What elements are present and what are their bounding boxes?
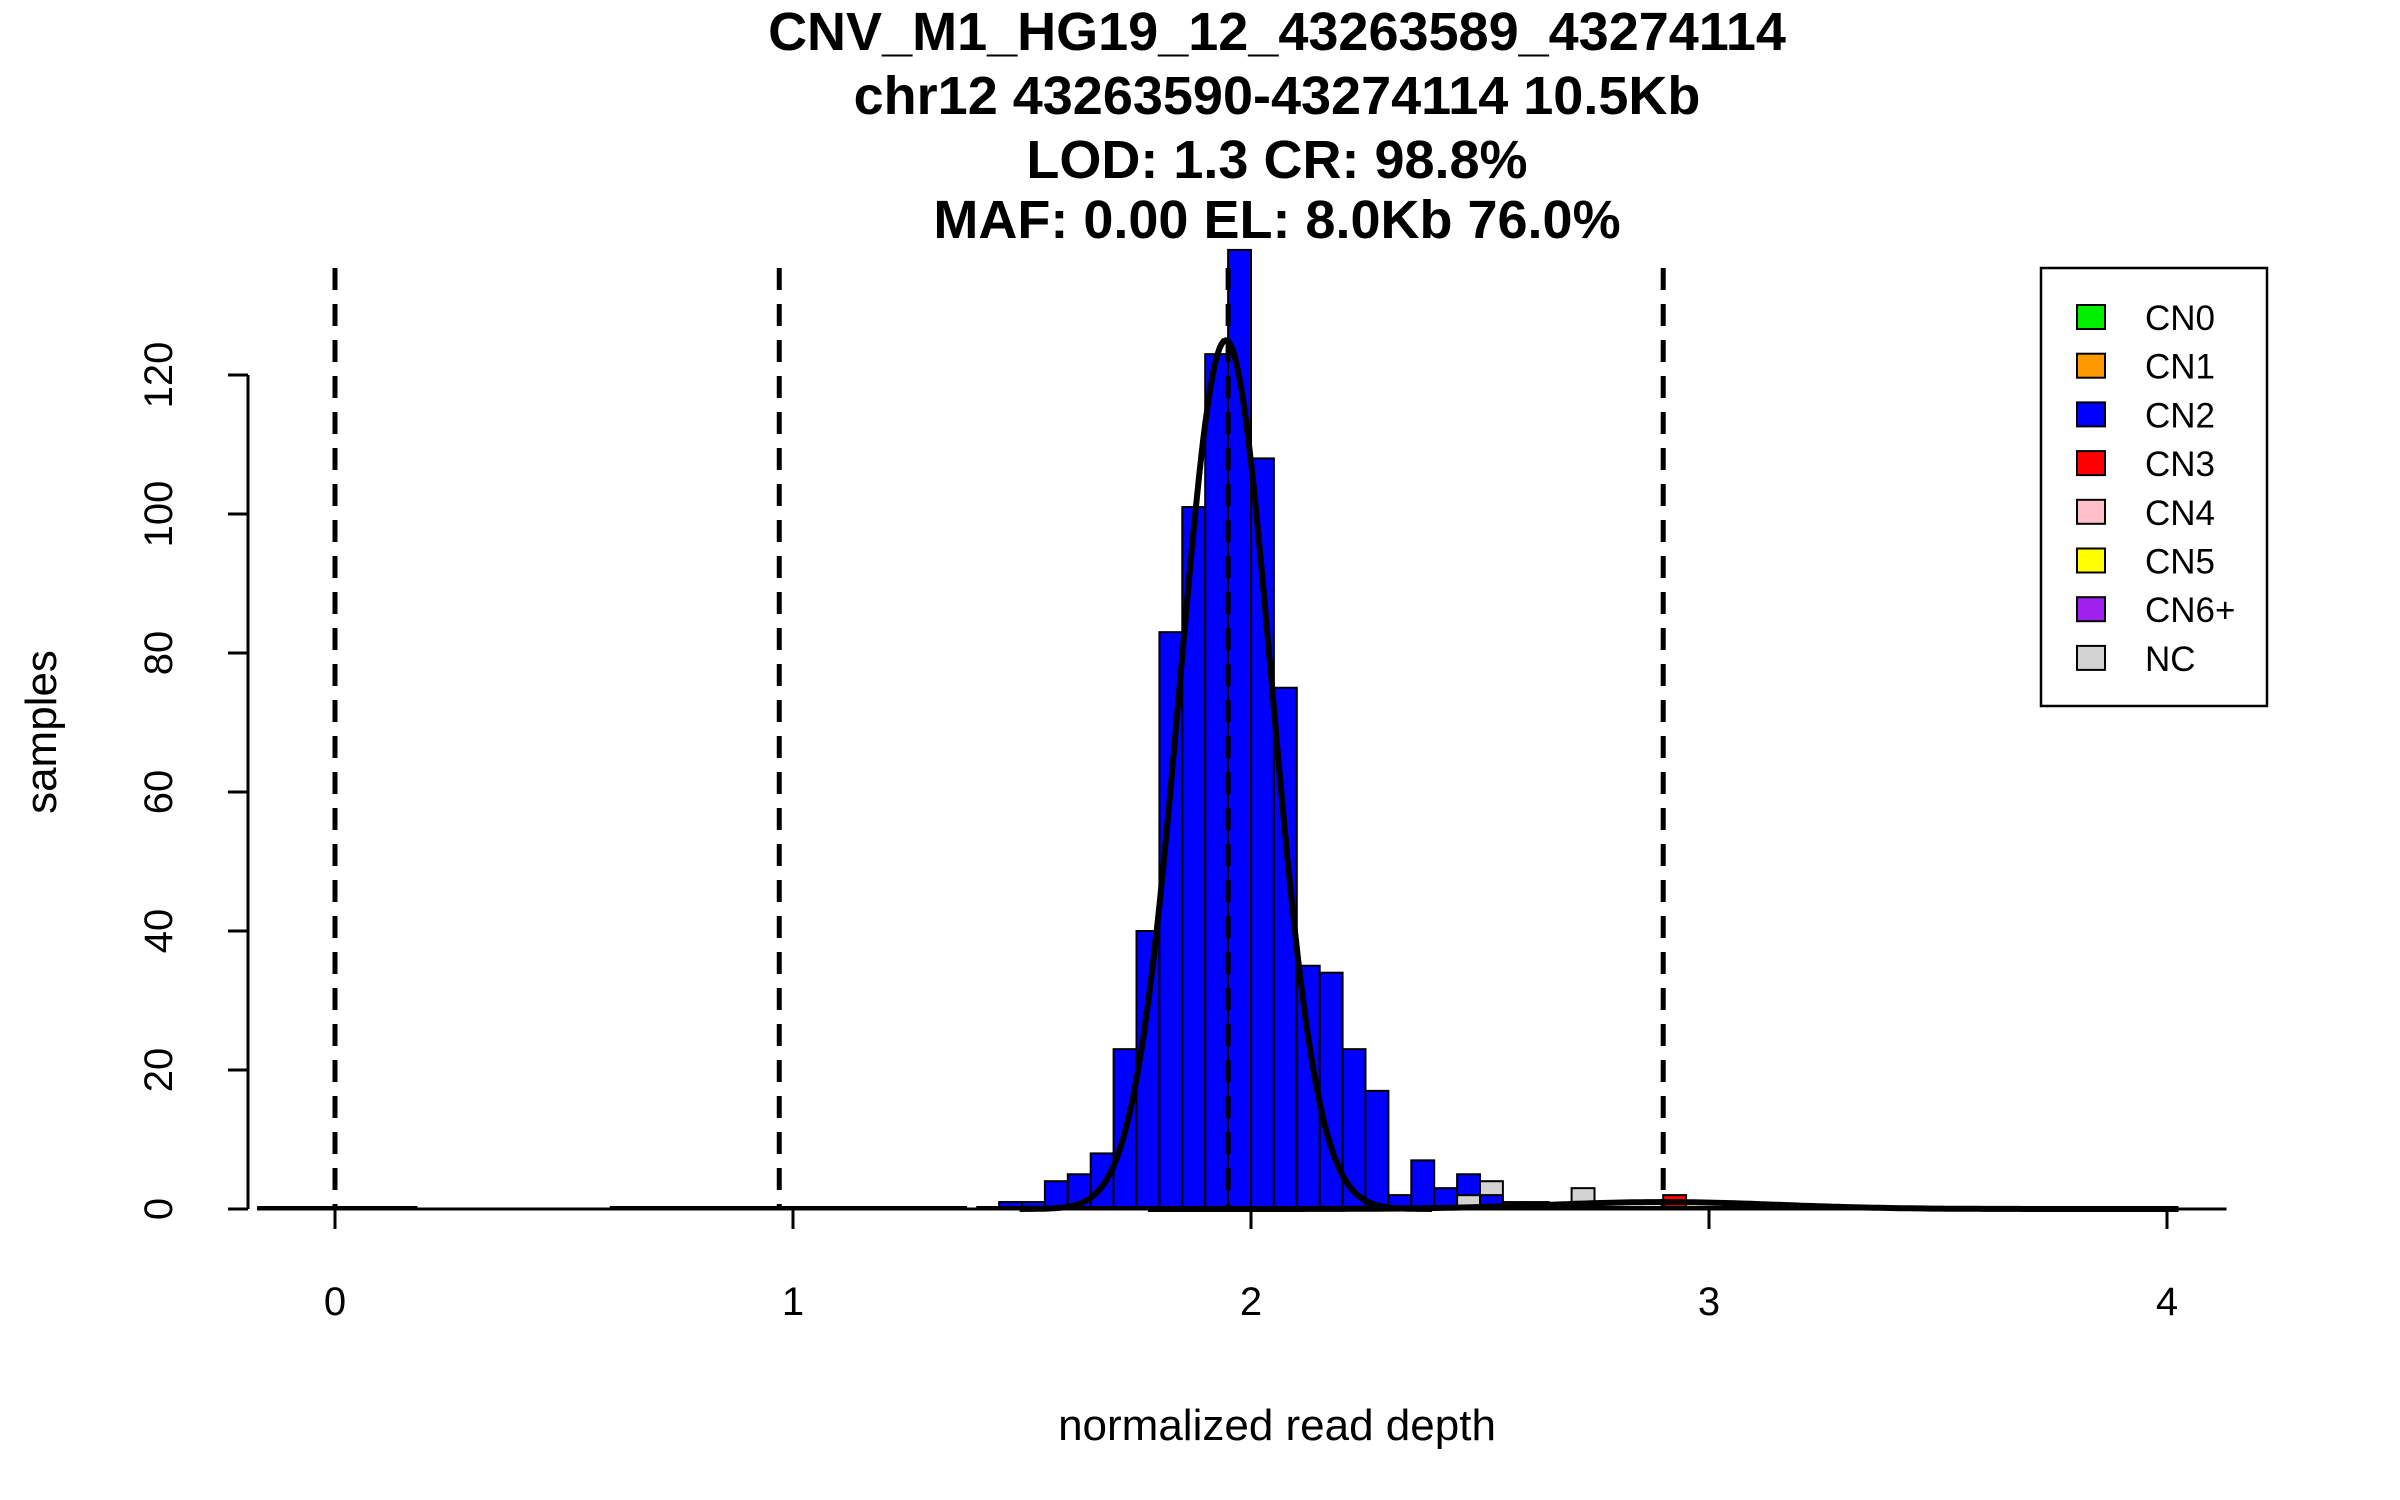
x-tick-label: 3 bbox=[1698, 1280, 1720, 1324]
legend-swatch bbox=[2076, 401, 2106, 428]
legend-label: CN2 bbox=[2145, 396, 2215, 435]
y-tick-label: 0 bbox=[137, 1198, 181, 1220]
histogram-bar bbox=[1410, 1159, 1436, 1210]
x-tick-label: 1 bbox=[782, 1280, 804, 1324]
legend-swatch bbox=[2076, 450, 2106, 477]
legend-swatch bbox=[2076, 498, 2106, 525]
legend-label: CN5 bbox=[2145, 543, 2215, 582]
legend-swatch bbox=[2076, 304, 2106, 330]
legend-label: NC bbox=[2145, 640, 2196, 679]
y-tick-label: 60 bbox=[137, 770, 181, 815]
y-tick-label: 40 bbox=[137, 909, 181, 954]
histogram-bar bbox=[1456, 1173, 1481, 1197]
y-tick-label: 120 bbox=[137, 342, 181, 409]
legend-label: CN0 bbox=[2145, 299, 2215, 338]
y-axis-label: samples bbox=[17, 650, 66, 814]
x-axis-label: normalized read depth bbox=[1058, 1401, 1496, 1450]
legend-swatch bbox=[2076, 352, 2106, 379]
title-line-2: chr12 43263590-43274114 10.5Kb bbox=[854, 66, 1701, 126]
legend-swatch bbox=[2076, 596, 2106, 623]
legend: CN0 CN1 CN2 CN3 CN4 CN5 CN6+ NC bbox=[2039, 266, 2269, 708]
histogram-bar bbox=[1364, 1089, 1390, 1210]
chart-title: CNV_M1_HG19_12_43263589_43274114 chr12 4… bbox=[768, 2, 1786, 250]
legend-swatch bbox=[2076, 644, 2106, 671]
y-tick-label: 100 bbox=[137, 481, 181, 548]
legend-label: CN1 bbox=[2145, 348, 2215, 387]
title-line-4: MAF: 0.00 EL: 8.0Kb 76.0% bbox=[933, 190, 1620, 250]
y-tick-label: 20 bbox=[137, 1048, 181, 1093]
y-tick-label: 80 bbox=[137, 631, 181, 676]
legend-label: CN6+ bbox=[2145, 591, 2235, 630]
legend-swatch bbox=[2076, 547, 2106, 574]
legend-box bbox=[2039, 266, 2269, 708]
threshold-lines bbox=[332, 268, 1666, 1209]
title-line-1: CNV_M1_HG19_12_43263589_43274114 bbox=[768, 2, 1786, 62]
legend-label: CN4 bbox=[2145, 494, 2215, 533]
x-tick-label: 2 bbox=[1240, 1280, 1262, 1324]
histogram-bar bbox=[1479, 1180, 1504, 1197]
histogram-bar bbox=[1204, 353, 1230, 1210]
x-tick-label: 0 bbox=[324, 1280, 346, 1324]
title-line-3: LOD: 1.3 CR: 98.8% bbox=[1026, 130, 1527, 190]
histogram-bars bbox=[998, 248, 1688, 1211]
x-tick-label: 4 bbox=[2156, 1280, 2178, 1324]
legend-label: CN3 bbox=[2145, 445, 2215, 484]
